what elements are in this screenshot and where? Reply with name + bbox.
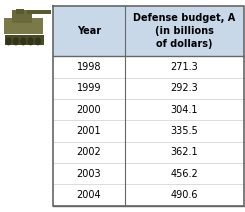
Text: 271.3: 271.3 [171, 62, 198, 72]
Text: 304.1: 304.1 [171, 105, 198, 114]
Text: 1998: 1998 [77, 62, 101, 72]
Ellipse shape [5, 37, 12, 45]
Text: 490.6: 490.6 [171, 190, 198, 200]
Bar [12, 10, 32, 23]
Ellipse shape [13, 37, 19, 45]
Text: Defense budget, A
(in billions
of dollars): Defense budget, A (in billions of dollar… [134, 14, 236, 49]
Bar [4, 18, 43, 34]
Text: 2004: 2004 [77, 190, 101, 200]
Ellipse shape [35, 37, 41, 45]
Text: 335.5: 335.5 [171, 126, 198, 136]
Text: 2000: 2000 [77, 105, 101, 114]
Bar [53, 56, 244, 206]
Text: 362.1: 362.1 [171, 147, 198, 157]
Bar [5, 35, 44, 45]
Text: Year: Year [77, 26, 101, 36]
Text: 2001: 2001 [77, 126, 101, 136]
Ellipse shape [20, 37, 26, 45]
Bar [16, 9, 24, 14]
Text: 1999: 1999 [77, 83, 101, 93]
Bar [53, 6, 244, 56]
Text: 456.2: 456.2 [171, 169, 198, 179]
Bar [27, 10, 51, 14]
Text: 292.3: 292.3 [171, 83, 198, 93]
Text: 2002: 2002 [77, 147, 101, 157]
Text: 2003: 2003 [77, 169, 101, 179]
Ellipse shape [27, 37, 34, 45]
